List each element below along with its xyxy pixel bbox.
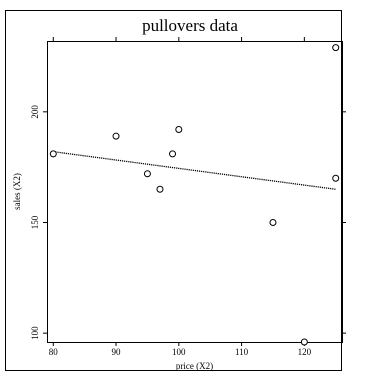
x-tick-label: 120: [298, 347, 312, 357]
y-axis-label: sales (X2): [12, 173, 22, 210]
regression-line-group: [53, 151, 336, 190]
y-tick-label: 150: [30, 215, 40, 229]
x-axis-label: price (X2): [176, 361, 213, 371]
x-tick-label: 80: [49, 347, 59, 357]
y-tick-label: 200: [30, 105, 40, 119]
x-axis-ticks: 80 90 100 110 120: [49, 37, 312, 357]
data-point: [156, 185, 164, 193]
data-points: [49, 44, 340, 346]
data-point: [300, 338, 308, 346]
regression-line: [53, 151, 336, 190]
data-point: [112, 132, 120, 140]
data-point: [169, 150, 177, 158]
chart-title: pullovers data: [142, 16, 238, 35]
chart-border: [5, 10, 342, 371]
x-tick-label: 110: [235, 347, 249, 357]
data-point: [332, 174, 340, 182]
data-point: [49, 150, 57, 158]
data-point: [269, 218, 277, 226]
data-point: [332, 44, 340, 52]
data-point: [143, 170, 151, 178]
plot-area: [47, 41, 343, 343]
x-tick-label: 90: [112, 347, 122, 357]
x-tick-label: 100: [172, 347, 186, 357]
y-axis-ticks: 100 150 200: [30, 105, 346, 340]
y-tick-label: 100: [30, 326, 40, 340]
data-point: [175, 126, 183, 134]
